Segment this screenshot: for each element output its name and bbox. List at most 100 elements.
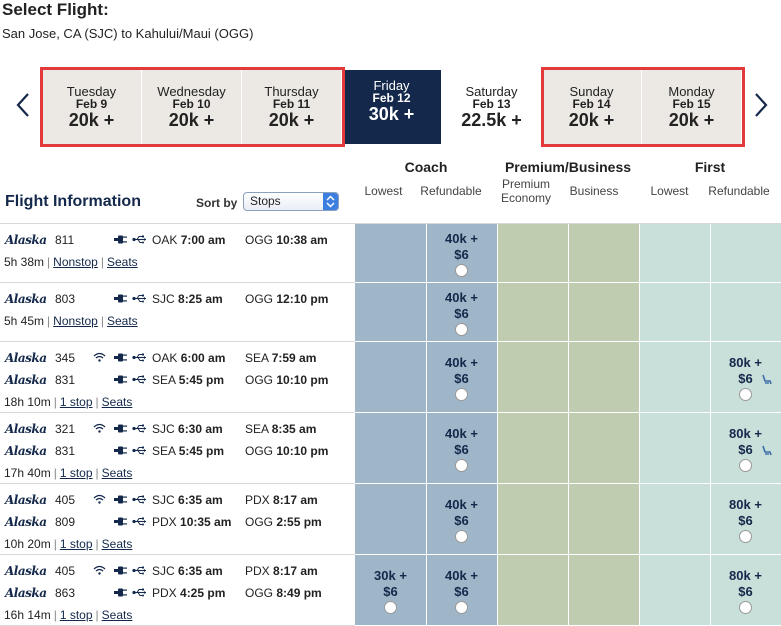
flight-duration: 18h 10m <box>4 395 51 409</box>
coach-refundable-fare[interactable]: 40k + $6 <box>426 290 497 340</box>
first-lowest-column <box>639 224 710 626</box>
alaska-logo: Alaska <box>5 373 47 387</box>
flight-number: 811 <box>55 233 75 247</box>
coach-refundable-header: Refundable <box>420 184 482 198</box>
fare-radio[interactable] <box>455 323 468 336</box>
arrival-time: 8:49 pm <box>276 586 322 600</box>
separator: | <box>95 608 99 622</box>
coach-lowest-fare[interactable]: 30k + $6 <box>355 568 426 618</box>
fare-radio[interactable] <box>455 530 468 543</box>
coach-refundable-fare[interactable]: 40k + $6 <box>426 568 497 618</box>
row-divider <box>0 483 355 484</box>
stops-link[interactable]: 1 stop <box>59 537 93 551</box>
date-date: Feb 9 <box>75 97 108 111</box>
arrival-airport: OGG <box>245 233 277 247</box>
row-divider <box>0 554 355 555</box>
fare-radio[interactable] <box>739 459 752 472</box>
separator: | <box>95 537 99 551</box>
fare-radio[interactable] <box>739 601 752 614</box>
row-divider <box>355 412 781 413</box>
alaska-logo: Alaska <box>5 351 47 365</box>
stops-link[interactable]: 1 stop <box>59 466 93 480</box>
departure: SEA 5:45 pm <box>152 444 224 458</box>
flight-meta: 18h 10m | 1 stop | Seats <box>4 395 132 409</box>
coach-refundable-fare[interactable]: 40k + $6 <box>426 355 497 405</box>
date-price: 20k + <box>68 110 115 130</box>
seats-link[interactable]: Seats <box>101 466 133 480</box>
fare-radio[interactable] <box>384 601 397 614</box>
departure-airport: SJC <box>152 493 179 507</box>
flight-number: 831 <box>55 373 76 387</box>
separator: | <box>95 466 99 480</box>
stops-link[interactable]: 1 stop <box>59 608 93 622</box>
coach-refundable-fare[interactable]: 40k + $6 <box>426 426 497 476</box>
power-outlet-icon <box>114 375 128 387</box>
fare-radio[interactable] <box>455 388 468 401</box>
arrival: SEA 8:35 am <box>245 422 316 436</box>
seats-link[interactable]: Seats <box>106 255 138 269</box>
fare-miles: 40k + <box>445 568 478 583</box>
seats-link[interactable]: Seats <box>101 537 133 551</box>
stops-link[interactable]: 1 stop <box>59 395 93 409</box>
arrival: OGG 10:10 pm <box>245 444 328 458</box>
coach-lowest-header: Lowest <box>364 184 403 198</box>
date-dow: Sunday <box>569 84 614 99</box>
seats-link[interactable]: Seats <box>101 395 133 409</box>
arrival: PDX 8:17 am <box>245 493 318 507</box>
alaska-logo: Alaska <box>5 493 47 507</box>
date-option-saturday[interactable]: Saturday Feb 13 22.5k + <box>442 70 541 144</box>
table-top-line <box>0 223 781 224</box>
fare-radio[interactable] <box>455 601 468 614</box>
column-divider <box>426 224 427 626</box>
usb-icon <box>132 517 147 529</box>
fare-radio[interactable] <box>739 530 752 543</box>
power-outlet-icon <box>114 235 128 247</box>
usb-icon <box>132 294 147 306</box>
fare-radio[interactable] <box>455 264 468 277</box>
date-price: 20k + <box>568 110 615 130</box>
departure-airport: PDX <box>152 586 181 600</box>
date-option-tuesday[interactable]: Tuesday Feb 9 20k + <box>42 70 141 144</box>
fare-fee: $6 <box>738 584 753 599</box>
departure-time: 6:30 am <box>178 422 223 436</box>
first-refundable-fare[interactable]: 80k + $6 <box>710 568 781 618</box>
date-option-wednesday[interactable]: Wednesday Feb 10 20k + <box>142 70 241 144</box>
date-option-monday[interactable]: Monday Feb 15 20k + <box>642 70 741 144</box>
flight-duration: 16h 14m <box>4 608 51 622</box>
fare-miles: 30k + <box>374 568 407 583</box>
separator: | <box>100 255 104 269</box>
stops-link[interactable]: Nonstop <box>53 255 98 269</box>
first-refundable-fare[interactable]: 80k + $6 <box>710 497 781 547</box>
sort-select-value: Stops <box>250 194 281 208</box>
fare-fee: $6 <box>454 584 469 599</box>
arrival-airport: OGG <box>245 373 277 387</box>
column-divider <box>710 224 711 626</box>
coach-refundable-fare[interactable]: 40k + $6 <box>426 497 497 547</box>
flight-duration: 17h 40m <box>4 466 51 480</box>
arrival: OGG 8:49 pm <box>245 586 322 600</box>
prev-dates-arrow-icon[interactable] <box>16 93 30 117</box>
usb-icon <box>132 353 147 365</box>
date-dow: Saturday <box>465 84 518 99</box>
next-dates-arrow-icon[interactable] <box>754 93 768 117</box>
seats-link[interactable]: Seats <box>106 314 138 328</box>
coach-refundable-fare[interactable]: 40k + $6 <box>426 231 497 281</box>
stops-link[interactable]: Nonstop <box>53 314 98 328</box>
alaska-logo: Alaska <box>5 586 47 600</box>
date-option-thursday[interactable]: Thursday Feb 11 20k + <box>242 70 341 144</box>
seats-link[interactable]: Seats <box>101 608 133 622</box>
date-option-friday[interactable]: Friday Feb 12 30k + <box>342 70 441 144</box>
sort-select[interactable]: Stops <box>243 192 339 211</box>
separator: | <box>53 466 57 480</box>
first-refundable-fare[interactable]: 80k + $6 <box>710 426 781 476</box>
fare-radio[interactable] <box>455 459 468 472</box>
departure-time: 8:25 am <box>178 292 223 306</box>
usb-icon <box>132 446 147 458</box>
fare-radio[interactable] <box>739 388 752 401</box>
date-option-sunday[interactable]: Sunday Feb 14 20k + <box>542 70 641 144</box>
departure-time: 7:00 am <box>180 233 226 247</box>
chevron-down-icon <box>323 193 338 210</box>
first-refundable-fare[interactable]: 80k + $6 <box>710 355 781 405</box>
first-header: First <box>694 159 726 175</box>
wifi-icon <box>93 565 106 578</box>
